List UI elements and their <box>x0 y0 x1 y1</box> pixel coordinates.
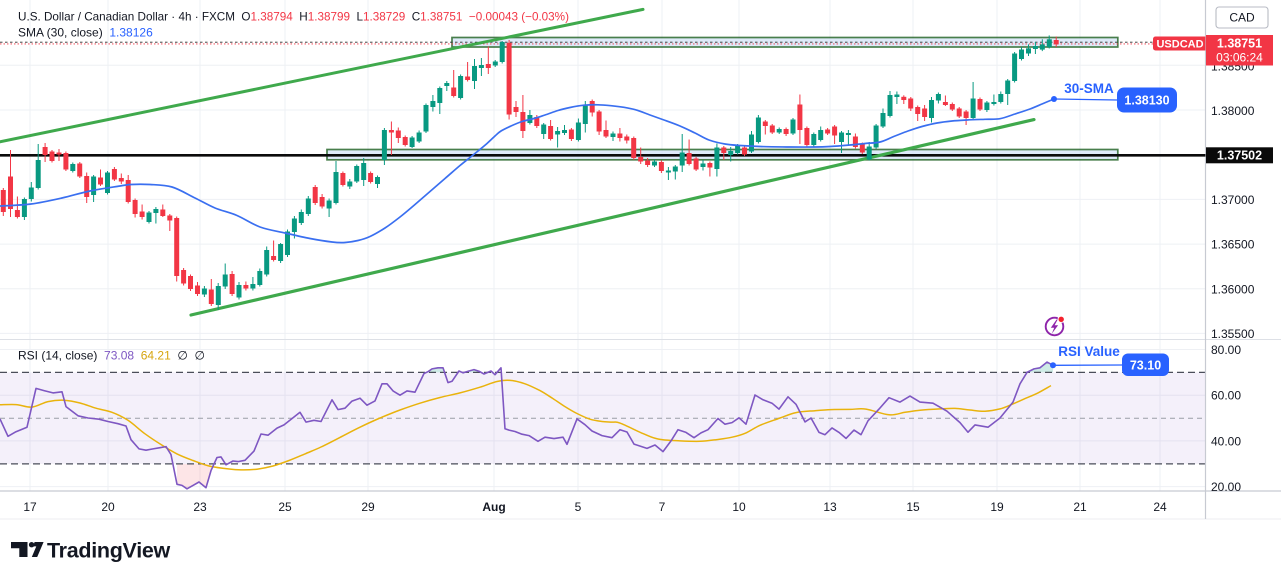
svg-text:73.10: 73.10 <box>1130 359 1161 373</box>
svg-text:25: 25 <box>278 500 292 514</box>
svg-text:20.00: 20.00 <box>1211 480 1241 494</box>
svg-text:1.36000: 1.36000 <box>1211 282 1255 296</box>
svg-text:40.00: 40.00 <box>1211 434 1241 448</box>
svg-text:USDCAD: USDCAD <box>1156 38 1203 50</box>
svg-text:U.S. Dollar / Canadian Dollar: U.S. Dollar / Canadian Dollar · 4h · FXC… <box>18 11 569 24</box>
svg-text:1.36500: 1.36500 <box>1211 238 1255 252</box>
svg-text:24: 24 <box>1153 500 1167 514</box>
svg-text:15: 15 <box>906 500 920 514</box>
svg-text:30-SMA: 30-SMA <box>1064 81 1114 96</box>
svg-text:17: 17 <box>23 500 37 514</box>
svg-text:7: 7 <box>659 500 666 514</box>
svg-text:80.00: 80.00 <box>1211 343 1241 357</box>
svg-text:19: 19 <box>990 500 1004 514</box>
svg-text:21: 21 <box>1073 500 1087 514</box>
svg-text:1.38000: 1.38000 <box>1211 104 1255 118</box>
svg-text:RSI Value: RSI Value <box>1058 344 1120 359</box>
svg-text:5: 5 <box>575 500 582 514</box>
svg-text:CAD: CAD <box>1229 11 1255 25</box>
svg-text:1.38751: 1.38751 <box>1217 37 1262 51</box>
svg-text:1.35500: 1.35500 <box>1211 327 1255 341</box>
svg-text:TradingView: TradingView <box>47 539 171 563</box>
svg-text:1.38130: 1.38130 <box>1124 94 1169 108</box>
svg-text:03:06:24: 03:06:24 <box>1216 51 1263 65</box>
svg-text:RSI (14, close) 73.08 64.21: RSI (14, close) 73.08 64.21 ∅ ∅ <box>18 349 205 363</box>
svg-text:60.00: 60.00 <box>1211 389 1241 403</box>
svg-text:13: 13 <box>823 500 837 514</box>
svg-text:20: 20 <box>101 500 115 514</box>
svg-text:Aug: Aug <box>482 500 505 514</box>
svg-text:10: 10 <box>732 500 746 514</box>
svg-text:29: 29 <box>361 500 375 514</box>
svg-text:1.37502: 1.37502 <box>1217 149 1262 163</box>
svg-text:SMA (30, close) 1.38126: SMA (30, close) 1.38126 <box>18 26 153 40</box>
svg-text:1.37000: 1.37000 <box>1211 193 1255 207</box>
svg-text:23: 23 <box>193 500 207 514</box>
